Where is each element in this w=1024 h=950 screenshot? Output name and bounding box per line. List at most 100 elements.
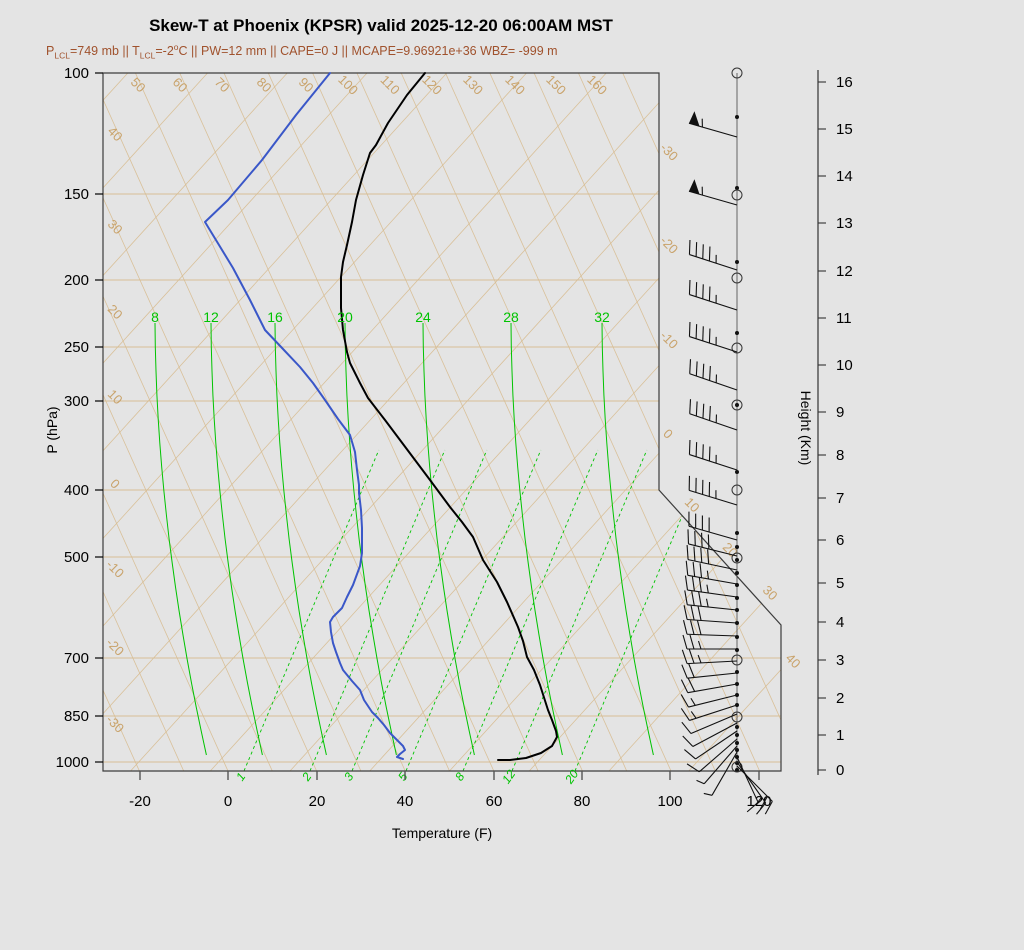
- wind-barb: [687, 529, 738, 557]
- wind-barb: [736, 765, 773, 815]
- svg-text:28: 28: [503, 309, 519, 325]
- svg-text:0: 0: [224, 793, 232, 810]
- svg-text:0: 0: [836, 762, 844, 779]
- wind-barb: [688, 279, 738, 311]
- svg-text:30: 30: [105, 216, 126, 237]
- svg-text:12: 12: [836, 263, 853, 280]
- wind-barb: [736, 756, 759, 813]
- wind-barb: [696, 745, 738, 785]
- svg-text:100: 100: [657, 793, 682, 810]
- svg-text:300: 300: [64, 393, 89, 410]
- wind-barb: [684, 590, 738, 611]
- svg-text:9: 9: [836, 404, 844, 421]
- svg-text:-10: -10: [657, 328, 681, 352]
- chart-subtitle: PLCL=749 mb || TLCL=-2oC || PW=12 mm || …: [46, 42, 558, 61]
- svg-text:110: 110: [378, 72, 403, 97]
- wind-barb: [682, 722, 738, 747]
- grid-dry-adiabats: [103, 73, 781, 771]
- svg-text:5: 5: [836, 575, 844, 592]
- svg-text:2: 2: [836, 690, 844, 707]
- svg-text:100: 100: [64, 65, 89, 82]
- wind-barb: [682, 634, 737, 650]
- svg-text:15: 15: [836, 121, 853, 138]
- pressure-gridlines: [103, 73, 781, 763]
- svg-text:20: 20: [309, 793, 326, 810]
- svg-text:3: 3: [341, 770, 356, 784]
- svg-text:1: 1: [233, 770, 248, 784]
- svg-text:400: 400: [64, 482, 89, 499]
- svg-text:50: 50: [128, 74, 149, 95]
- wind-barb: [688, 179, 738, 206]
- pressure-axis: 100 150 200 250 300 400 500 700 850 1000 P (hPa): [44, 65, 103, 771]
- svg-text:20: 20: [562, 767, 582, 787]
- wind-barb: [686, 738, 738, 773]
- svg-text:500: 500: [64, 549, 89, 566]
- svg-text:3: 3: [836, 652, 844, 669]
- svg-text:8: 8: [452, 770, 467, 784]
- wind-barb: [688, 321, 738, 353]
- wind-barb: [688, 475, 738, 506]
- svg-text:80: 80: [254, 74, 275, 95]
- wind-barb: [682, 619, 738, 637]
- wind-barb: [681, 649, 738, 665]
- svg-text:150: 150: [64, 186, 89, 203]
- svg-text:13: 13: [836, 215, 853, 232]
- dewpoint-trace: [204, 72, 406, 760]
- svg-text:16: 16: [267, 309, 283, 325]
- svg-text:200: 200: [64, 272, 89, 289]
- height-axis-label: Height (Km): [798, 391, 814, 466]
- wind-barb: [681, 713, 738, 735]
- wind-barb: [685, 560, 738, 585]
- svg-text:12: 12: [203, 309, 219, 325]
- svg-text:10: 10: [105, 386, 126, 407]
- wind-barb: [703, 751, 738, 796]
- svg-text:7: 7: [836, 490, 844, 507]
- temperature-trace: [340, 72, 558, 761]
- wind-barb: [689, 359, 738, 391]
- grid-clipped: [103, 73, 781, 771]
- wind-barb: [681, 663, 738, 679]
- svg-text:100: 100: [335, 72, 361, 98]
- moist-adiabat-labels: 8 12 16 20 24 28 32: [151, 309, 610, 325]
- svg-text:24: 24: [415, 309, 431, 325]
- svg-text:12: 12: [499, 767, 518, 786]
- svg-text:30: 30: [760, 582, 781, 603]
- wind-barb: [683, 605, 738, 624]
- svg-text:20: 20: [720, 539, 741, 560]
- svg-text:-10: -10: [103, 557, 127, 581]
- svg-text:60: 60: [170, 74, 191, 95]
- wind-barb: [680, 704, 738, 721]
- svg-text:1: 1: [836, 727, 844, 744]
- wind-barb: [680, 678, 738, 694]
- svg-text:0: 0: [107, 476, 123, 492]
- wind-barb: [684, 730, 738, 760]
- wind-barb: [686, 545, 738, 571]
- wind-barb-column: [680, 67, 773, 815]
- mixing-ratio-lines: [243, 449, 711, 771]
- svg-text:10: 10: [836, 357, 853, 374]
- mixing-ratio-labels: 1 2 3 5 8 12 20: [233, 767, 581, 787]
- svg-text:40: 40: [397, 793, 414, 810]
- svg-text:16: 16: [836, 74, 853, 91]
- wind-barb: [688, 239, 738, 271]
- wind-barb: [688, 511, 738, 541]
- grid-isotherms: [103, 73, 781, 771]
- svg-text:6: 6: [836, 532, 844, 549]
- svg-text:40: 40: [783, 650, 804, 671]
- svg-text:2: 2: [298, 770, 314, 785]
- svg-text:700: 700: [64, 650, 89, 667]
- wind-barb: [688, 111, 738, 138]
- svg-text:5: 5: [395, 770, 410, 784]
- svg-text:130: 130: [460, 72, 486, 98]
- svg-text:250: 250: [64, 339, 89, 356]
- temperature-axis-label: Temperature (F): [392, 825, 492, 841]
- pressure-axis-label: P (hPa): [44, 406, 60, 453]
- temperature-axis: -20020406080100120Temperature (F): [129, 771, 772, 841]
- moist-adiabats: [154, 322, 654, 756]
- svg-text:1000: 1000: [56, 754, 89, 771]
- svg-text:32: 32: [594, 309, 610, 325]
- svg-text:80: 80: [574, 793, 591, 810]
